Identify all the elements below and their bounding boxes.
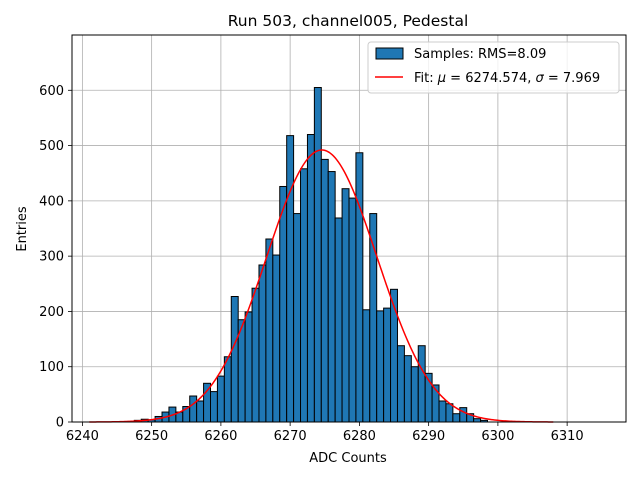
y-axis-ticks: 0 100 200 300 400 500 600: [39, 84, 72, 431]
legend: Samples: RMS=8.09 Fit: μ = 6274.574, σ =…: [367, 41, 620, 94]
histogram-bar: [223, 356, 232, 423]
legend-mu-symbol: μ: [437, 71, 446, 86]
histogram-bar: [230, 296, 239, 423]
y-tick-label: 100: [39, 360, 64, 375]
y-tick-label: 600: [39, 84, 64, 99]
histogram-bar: [341, 188, 350, 423]
histogram-bar: [293, 213, 302, 423]
histogram-bar: [376, 310, 385, 423]
y-tick-label: 400: [39, 194, 64, 209]
legend-fit-prefix: Fit:: [414, 71, 438, 86]
histogram-bar: [258, 264, 267, 423]
histogram-bar: [265, 238, 274, 423]
legend-sigma-value: = 7.969: [544, 71, 600, 86]
plot-frame: [71, 34, 627, 423]
histogram-bar: [244, 311, 253, 423]
fit-curve-group: [89, 149, 554, 423]
histogram-bar: [452, 413, 461, 423]
x-tick-label: 6280: [343, 429, 376, 444]
histogram-bar: [334, 217, 343, 423]
x-tick-label: 6240: [66, 429, 99, 444]
histogram-bar: [348, 197, 357, 423]
histogram-bar: [327, 171, 336, 423]
histogram-bar: [189, 395, 198, 423]
y-tick-label: 500: [39, 139, 64, 154]
chart-title: Run 503, channel005, Pedestal: [228, 12, 469, 30]
y-axis-label: Entries: [15, 206, 30, 252]
histogram-bar: [403, 355, 412, 423]
x-axis-ticks: 6240 6250 6260 6270 6280 6290 6300 6310: [66, 422, 584, 444]
histogram-bar: [313, 87, 322, 423]
histogram-bar: [417, 345, 426, 423]
legend-sigma-symbol: σ: [536, 71, 545, 86]
x-tick-label: 6290: [412, 429, 445, 444]
histogram-bar: [203, 382, 211, 423]
histogram-bar: [306, 134, 315, 423]
x-tick-label: 6300: [481, 429, 514, 444]
histogram-bar: [216, 375, 225, 423]
legend-samples-label: Samples: RMS=8.09: [414, 47, 546, 62]
histogram-bar: [210, 391, 218, 423]
histogram-bar: [445, 403, 454, 423]
histogram-bar: [196, 400, 205, 423]
histogram-bar: [272, 254, 281, 423]
histogram-bar: [355, 152, 364, 423]
histogram-bar: [286, 135, 295, 423]
histogram-bar: [438, 400, 447, 423]
x-tick-label: 6270: [274, 429, 307, 444]
legend-mu-value: = 6274.574,: [446, 71, 535, 86]
fit-curve: [89, 149, 554, 423]
histogram-bar: [320, 158, 329, 423]
x-axis-label: ADC Counts: [309, 451, 387, 466]
x-tick-label: 6310: [551, 429, 584, 444]
histogram-bar: [279, 185, 288, 423]
legend-fit-label: Fit: μ = 6274.574, σ = 7.969: [414, 71, 600, 86]
histogram-bar: [362, 309, 371, 423]
histogram-bar: [390, 288, 398, 423]
x-tick-label: 6250: [135, 429, 168, 444]
histogram-bar: [383, 307, 392, 423]
histogram-bar: [396, 345, 405, 423]
y-tick-label: 200: [39, 305, 64, 320]
histogram-bar: [300, 168, 308, 423]
histogram-bar: [251, 287, 260, 423]
legend-box: [367, 41, 620, 94]
histogram-bar: [410, 366, 419, 423]
y-tick-label: 300: [39, 250, 64, 265]
x-tick-label: 6260: [204, 429, 237, 444]
y-tick-label: 0: [56, 416, 64, 431]
legend-samples-swatch: [375, 47, 404, 60]
